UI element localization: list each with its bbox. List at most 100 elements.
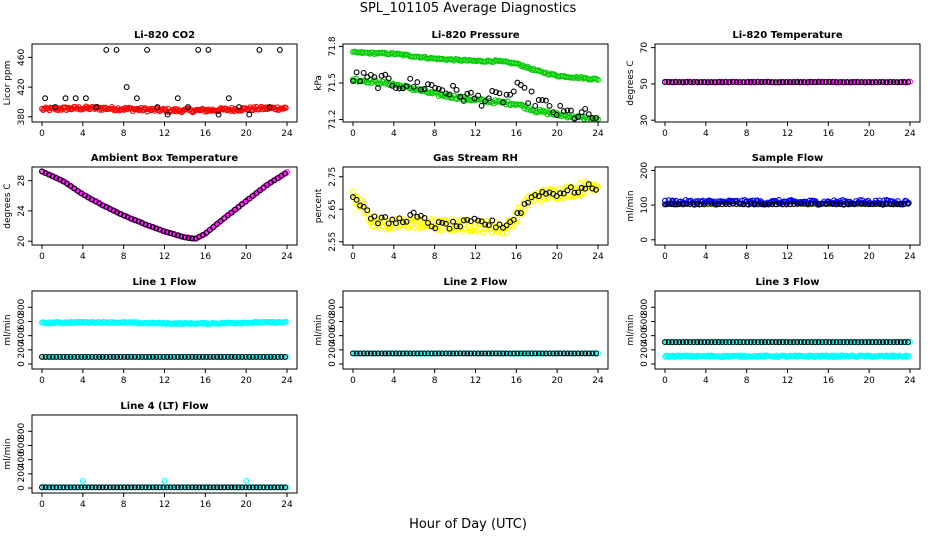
- data-point: [106, 484, 113, 491]
- x-tick-label: 8: [744, 252, 750, 262]
- data-point: [901, 200, 908, 207]
- data-point: [751, 200, 758, 207]
- data-point: [801, 79, 808, 86]
- data-point: [239, 201, 246, 208]
- series-avg: [662, 79, 911, 86]
- data-point: [446, 350, 453, 357]
- data-point: [701, 79, 708, 86]
- data-point: [93, 104, 100, 111]
- data-point: [542, 350, 549, 357]
- data-point: [744, 79, 751, 86]
- x-tick-label: 8: [121, 500, 127, 510]
- series-samples: [39, 168, 290, 242]
- chart-ambient: Ambient Box Temperature 0 4 8 12 16 20 24 20 24 28…: [3, 153, 298, 262]
- x-tick-label: 12: [159, 376, 170, 386]
- data-point: [500, 350, 507, 357]
- data-point: [819, 339, 826, 346]
- data-point: [96, 484, 103, 491]
- data-point: [546, 102, 553, 109]
- data-point: [171, 353, 178, 360]
- plot-frame: [31, 414, 298, 494]
- data-point: [772, 339, 779, 346]
- data-point: [236, 104, 242, 111]
- data-point: [350, 188, 356, 195]
- data-point: [575, 350, 582, 357]
- data-point: [872, 200, 879, 207]
- x-tick-label: 20: [863, 252, 875, 262]
- x-tick-label: 16: [200, 376, 212, 386]
- data-point: [284, 484, 290, 491]
- data-point: [419, 224, 426, 231]
- data-point: [754, 339, 761, 346]
- data-point: [560, 350, 567, 357]
- data-point: [160, 353, 167, 360]
- data-point: [203, 353, 210, 360]
- data-point: [276, 46, 283, 53]
- data-point: [437, 228, 444, 234]
- data-point: [144, 46, 151, 53]
- data-point: [890, 339, 897, 346]
- data-point: [704, 200, 711, 207]
- data-point: [557, 350, 564, 357]
- data-point: [471, 95, 478, 102]
- data-point: [174, 484, 181, 491]
- data-point: [762, 79, 768, 86]
- x-tick-label: 24: [904, 376, 916, 386]
- data-point: [278, 353, 285, 360]
- data-point: [662, 339, 668, 346]
- data-point: [553, 112, 560, 118]
- data-point: [457, 223, 464, 230]
- data-point: [407, 75, 414, 82]
- data-point: [74, 484, 81, 491]
- x-tick-label: 16: [200, 252, 212, 262]
- data-point: [901, 79, 908, 86]
- data-point: [697, 339, 704, 346]
- y-tick-label: 71.5: [328, 73, 338, 93]
- data-point: [417, 350, 424, 357]
- data-point: [142, 221, 149, 228]
- data-point: [901, 339, 908, 346]
- data-point: [435, 85, 442, 92]
- y-tick-label: 800: [640, 298, 650, 315]
- data-point: [676, 339, 683, 346]
- data-point: [378, 214, 385, 221]
- data-point: [879, 201, 886, 207]
- data-point: [729, 200, 736, 207]
- data-point: [217, 218, 224, 225]
- data-point: [826, 79, 833, 86]
- data-point: [110, 353, 117, 360]
- data-point: [103, 484, 110, 491]
- data-point: [99, 353, 106, 360]
- data-point: [164, 353, 171, 360]
- data-point: [489, 217, 496, 224]
- data-point: [905, 200, 911, 207]
- data-point: [364, 207, 371, 214]
- data-point: [733, 201, 740, 208]
- chart-sampleflow: Sample Flow 0 4 8 12 16 20 24 0 100 200 ml/min: [626, 153, 921, 262]
- data-point: [246, 353, 253, 360]
- data-point: [894, 339, 901, 346]
- data-point: [687, 339, 693, 346]
- x-tick-label: 16: [823, 129, 835, 139]
- data-point: [672, 339, 679, 346]
- data-point: [575, 114, 582, 120]
- data-point: [808, 79, 815, 86]
- data-point: [371, 213, 378, 220]
- data-point: [517, 82, 524, 88]
- data-point: [382, 71, 389, 78]
- x-tick-label: 12: [782, 129, 793, 139]
- y-axis-label: ml/min: [314, 314, 324, 345]
- x-tick-label: 0: [350, 129, 356, 139]
- data-point: [808, 339, 815, 346]
- data-point: [400, 219, 406, 226]
- series-avg: [39, 168, 288, 242]
- data-point: [53, 353, 60, 360]
- y-axis-label: degrees C: [626, 60, 636, 105]
- data-point: [442, 350, 449, 357]
- data-point: [815, 339, 822, 346]
- data-point: [446, 91, 453, 98]
- x-tick-label: 4: [703, 252, 709, 262]
- y-tick-label: 0: [17, 361, 27, 367]
- data-point: [826, 339, 833, 346]
- data-point: [78, 484, 85, 491]
